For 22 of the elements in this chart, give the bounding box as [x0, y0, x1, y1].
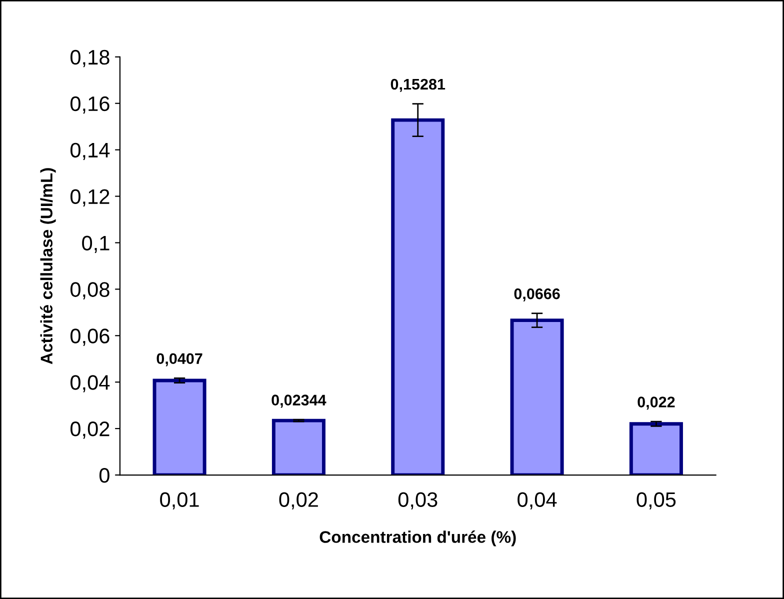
y-tick-label: 0,14 — [70, 142, 110, 160]
y-tick-label: 0,06 — [70, 328, 110, 346]
data-label: 0,15281 — [390, 78, 446, 92]
data-label: 0,0666 — [514, 288, 560, 302]
y-tick-label: 0 — [99, 468, 110, 483]
data-label: 0,0407 — [156, 353, 202, 366]
y-tick-label: 0,16 — [70, 96, 110, 114]
data-label: 0,02344 — [272, 394, 326, 408]
x-tick-label: 0,02 — [279, 492, 318, 510]
x-tick-label: 0,05 — [636, 492, 676, 510]
x-axis-title: Concentration d'urée (%) — [320, 530, 516, 546]
y-tick-label: 0,02 — [70, 422, 110, 439]
x-tick-label: 0,04 — [518, 492, 557, 510]
x-tick-label: 0,03 — [398, 492, 438, 510]
data-label: 0,022 — [638, 396, 675, 410]
y-tick-label: 0,1 — [82, 236, 110, 253]
y-tick-label: 0,18 — [70, 50, 110, 68]
x-tick-label: 0,01 — [160, 492, 199, 510]
y-tick-label: 0,12 — [70, 189, 110, 206]
y-tick-label: 0,04 — [70, 375, 110, 392]
y-tick-label: 0,08 — [70, 282, 110, 300]
y-axis-title: Activité cellulase (UI/mL) — [40, 168, 56, 364]
